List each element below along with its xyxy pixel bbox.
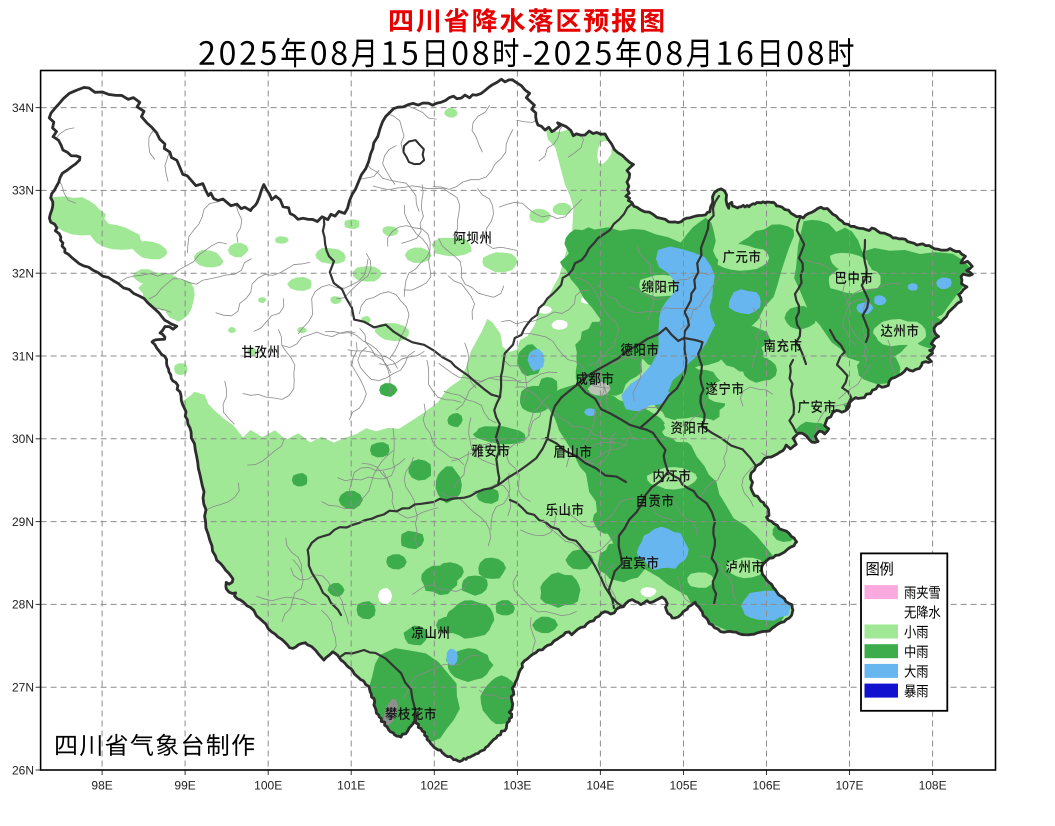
svg-text:28N: 28N (12, 598, 34, 612)
svg-text:100E: 100E (254, 779, 282, 793)
svg-text:103E: 103E (503, 779, 531, 793)
svg-text:29N: 29N (12, 515, 34, 529)
svg-text:108E: 108E (919, 779, 947, 793)
svg-text:30N: 30N (12, 432, 34, 446)
svg-text:27N: 27N (12, 681, 34, 695)
svg-text:26N: 26N (12, 763, 34, 777)
svg-text:107E: 107E (835, 779, 863, 793)
svg-text:104E: 104E (586, 779, 614, 793)
svg-text:99E: 99E (174, 779, 195, 793)
svg-text:101E: 101E (337, 779, 365, 793)
svg-text:34N: 34N (12, 101, 34, 115)
svg-text:102E: 102E (420, 779, 448, 793)
svg-text:33N: 33N (12, 184, 34, 198)
svg-text:32N: 32N (12, 267, 34, 281)
svg-text:31N: 31N (12, 349, 34, 363)
svg-text:106E: 106E (752, 779, 780, 793)
svg-text:98E: 98E (91, 779, 112, 793)
svg-text:105E: 105E (669, 779, 697, 793)
